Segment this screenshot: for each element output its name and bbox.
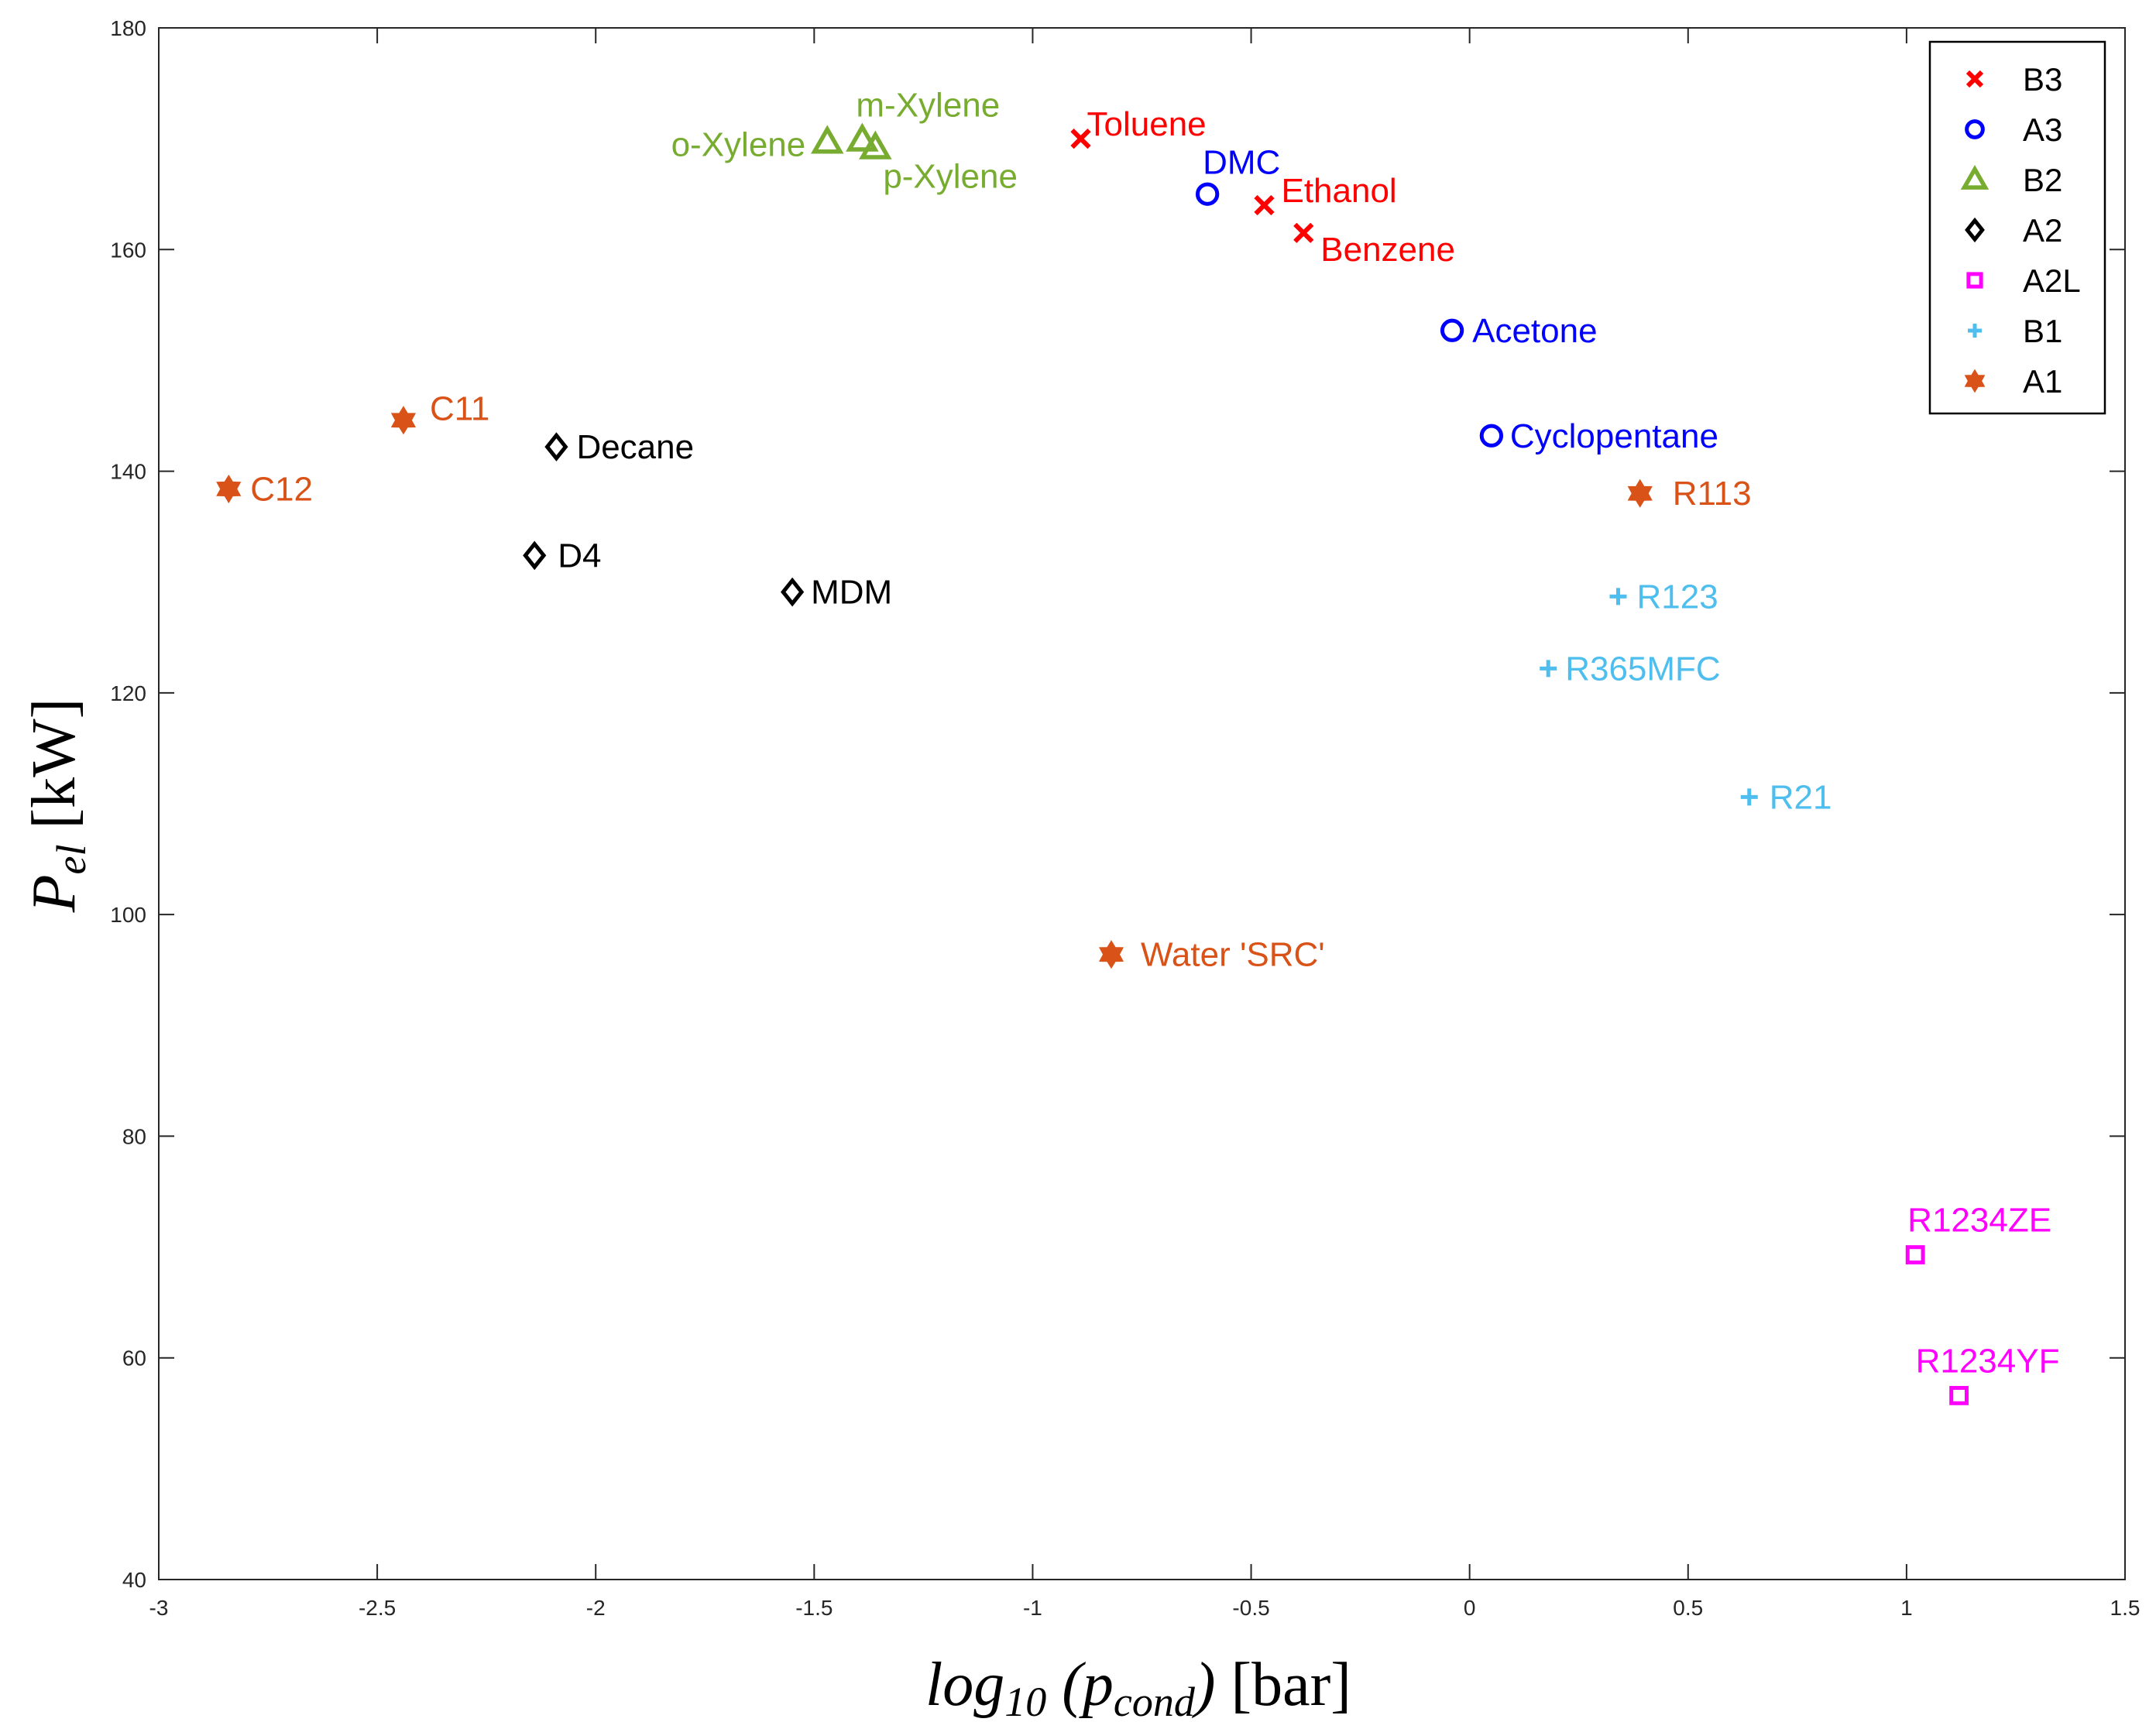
legend-label-b3: B3 — [2023, 61, 2062, 98]
point-r1234yf-square-marker — [1949, 1385, 1969, 1405]
point-water-src-hexagram-marker — [1098, 940, 1124, 969]
y-tick-label: 80 — [122, 1124, 146, 1148]
point-c11-hexagram-marker — [390, 406, 417, 435]
point-label-m-xylene: m-Xylene — [856, 87, 1000, 125]
legend-b1-marker — [1968, 324, 1982, 338]
point-label-cyclopentane: Cyclopentane — [1510, 417, 1718, 455]
point-label-decane: Decane — [576, 428, 694, 466]
x-tick-label: -1 — [1023, 1596, 1042, 1620]
point-label-toluene: Toluene — [1087, 105, 1207, 143]
legend-a3-marker — [1965, 119, 1985, 139]
point-label-r21: R21 — [1770, 778, 1832, 816]
point-label-c12: C12 — [250, 470, 313, 508]
legend-label-b2: B2 — [2023, 162, 2062, 198]
point-cyclopentane-circle-marker — [1479, 424, 1504, 448]
x-tick-label: 0.5 — [1673, 1596, 1703, 1620]
point-r21-plus-marker — [1740, 788, 1758, 806]
point-o-xylene-triangle-marker — [811, 125, 844, 154]
y-tick-label: 180 — [110, 16, 146, 40]
y-tick-label: 120 — [110, 681, 146, 705]
point-benzene-x-marker — [1293, 222, 1314, 243]
axis-titles: log10 (pcond) [bar] Pel [kW] — [20, 698, 1351, 1722]
x-axis-title: log10 (pcond) [bar] — [925, 1651, 1351, 1722]
axes-layer: -3 -2.5 -2 -1.5 -1 -0.5 0 0.5 1 1.5 40 60 80 100 120 14… — [110, 16, 2140, 1620]
point-label-water-src: Water 'SRC' — [1141, 936, 1325, 974]
point-label-ethanol: Ethanol — [1281, 172, 1396, 210]
x-tick-label: -2 — [586, 1596, 606, 1620]
point-label-acetone: Acetone — [1472, 312, 1597, 350]
y-tick-label: 160 — [110, 238, 146, 262]
legend-label-a2l: A2L — [2023, 262, 2081, 299]
point-label-r1234yf: R1234YF — [1916, 1342, 2060, 1380]
point-toluene-x-marker — [1070, 129, 1091, 149]
point-c12-hexagram-marker — [216, 474, 242, 504]
x-tick-label: 0 — [1464, 1596, 1476, 1620]
point-labels-layer: Toluene Ethanol Benzene DMC Acetone Cyclopent… — [250, 87, 2059, 1381]
point-label-benzene: Benzene — [1320, 231, 1455, 269]
legend-box — [1928, 40, 2106, 415]
x-tick-label: 1.5 — [2110, 1596, 2141, 1620]
point-mdm-diamond-marker — [781, 577, 805, 607]
point-label-o-xylene: o-Xylene — [671, 125, 806, 163]
y-tick-label: 100 — [110, 903, 146, 927]
point-label-d4: D4 — [558, 537, 601, 575]
legend-label-b1: B1 — [2023, 313, 2062, 349]
legend-a2l-marker — [1966, 272, 1983, 289]
point-ethanol-x-marker — [1254, 194, 1275, 216]
point-r113-hexagram-marker — [1627, 479, 1653, 508]
y-axis-title: Pel [kW] — [20, 698, 94, 914]
legend: B3 A3 B2 A2 A2L B1 A1 — [1928, 40, 2106, 415]
point-p-xylene-triangle-marker — [859, 130, 892, 160]
plot-area-frame — [158, 27, 2126, 1580]
legend-label-a3: A3 — [2023, 111, 2062, 148]
point-label-dmc: DMC — [1203, 144, 1280, 182]
y-tick-label: 60 — [122, 1346, 146, 1370]
point-label-mdm: MDM — [811, 574, 892, 612]
x-tick-label: -1.5 — [795, 1596, 833, 1620]
point-label-r365mfc: R365MFC — [1565, 650, 1720, 688]
legend-a1-marker — [1964, 369, 1986, 393]
point-m-xylene-triangle-marker — [846, 122, 879, 152]
point-acetone-circle-marker — [1440, 318, 1464, 342]
point-r1234ze-square-marker — [1905, 1245, 1925, 1264]
x-tick-label: -0.5 — [1232, 1596, 1269, 1620]
y-tick-label: 40 — [122, 1568, 146, 1592]
x-tick-label: -2.5 — [359, 1596, 396, 1620]
point-label-c11: C11 — [430, 390, 489, 428]
legend-label-a1: A1 — [2023, 363, 2062, 400]
legend-a2-marker — [1965, 217, 1985, 243]
point-decane-diamond-marker — [544, 432, 568, 461]
legend-b2-marker — [1960, 164, 1989, 190]
x-tick-label: -3 — [149, 1596, 169, 1620]
point-label-r1234ze: R1234ZE — [1907, 1202, 2051, 1240]
legend-b3-marker — [1965, 70, 1984, 88]
marks-layer — [216, 122, 1969, 1405]
point-r365mfc-plus-marker — [1540, 660, 1557, 677]
point-label-r123: R123 — [1637, 578, 1718, 616]
point-label-p-xylene: p-Xylene — [883, 158, 1018, 196]
point-dmc-circle-marker — [1195, 182, 1220, 206]
point-d4-diamond-marker — [523, 540, 547, 571]
point-label-r113: R113 — [1673, 475, 1752, 513]
x-tick-label: 1 — [1900, 1596, 1913, 1620]
point-r123-plus-marker — [1609, 588, 1627, 605]
legend-label-a2: A2 — [2023, 212, 2062, 249]
y-tick-label: 140 — [110, 460, 146, 484]
